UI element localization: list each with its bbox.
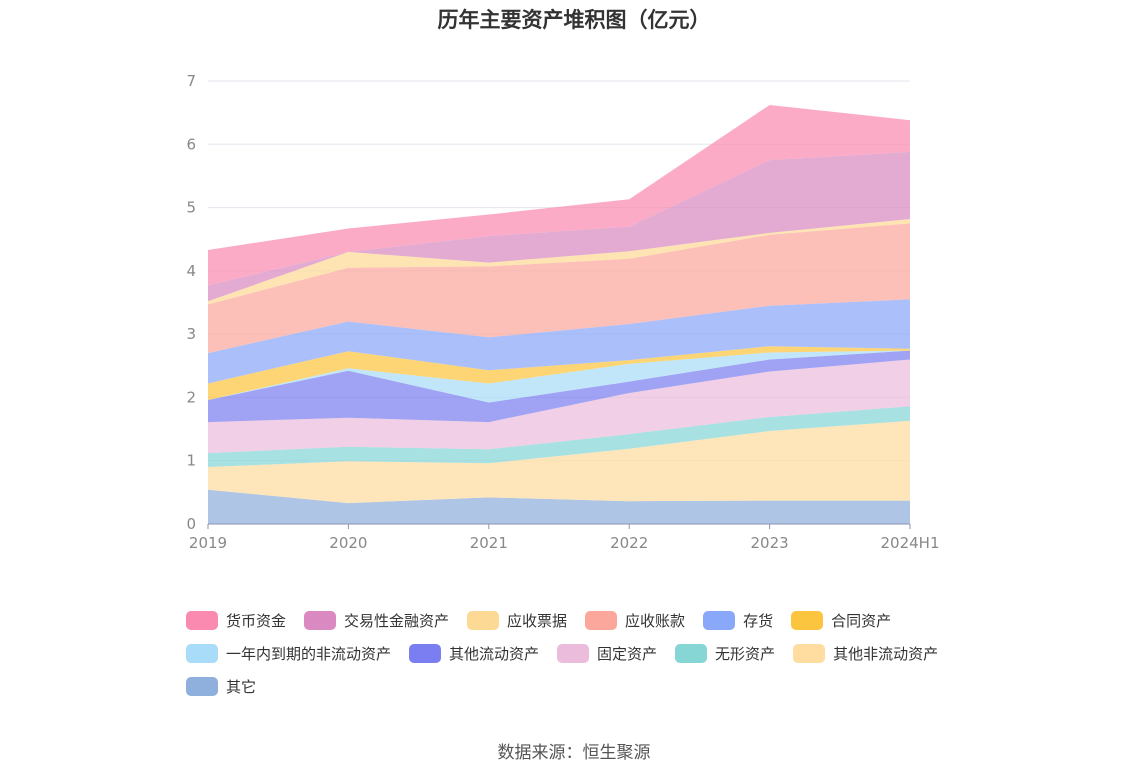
legend-swatch-8 <box>557 644 590 663</box>
legend-swatch-4 <box>703 611 736 630</box>
legend-label-6: 一年内到期的非流动资产 <box>226 645 392 663</box>
legend-label-3: 应收账款 <box>625 612 686 630</box>
x-tick-label-3: 2022 <box>610 534 648 552</box>
legend-swatch-0 <box>186 611 218 630</box>
legend-item-9[interactable]: 无形资产 <box>675 643 775 664</box>
legend-label-5: 合同资产 <box>831 612 892 630</box>
legend-swatch-5 <box>791 611 824 630</box>
x-tick-label-0: 2019 <box>189 534 227 552</box>
legend-label-4: 存货 <box>743 612 774 630</box>
legend-label-8: 固定资产 <box>597 645 658 663</box>
area-series-11 <box>208 105 910 286</box>
legend-swatch-1 <box>304 611 337 630</box>
area-series-9 <box>208 219 910 305</box>
legend-swatch-2 <box>467 611 500 630</box>
area-series-0 <box>208 489 910 524</box>
x-tick-label-1: 2020 <box>329 534 367 552</box>
y-tick-label-6: 6 <box>186 135 196 153</box>
area-series-7 <box>208 299 910 384</box>
legend-swatch-6 <box>186 644 218 663</box>
legend-item-3[interactable]: 应收账款 <box>585 610 685 631</box>
area-series-3 <box>208 359 910 454</box>
legend-item-10[interactable]: 其他非流动资产 <box>793 643 938 664</box>
chart-legend: 货币资金 交易性金融资产 应收票据 应收账款 存货 合同资产一年内到期的非流动资产 其他流动… <box>186 604 986 703</box>
y-tick-label-7: 7 <box>186 72 196 90</box>
stacked-area-chart: 0 1 2 3 4 5 6 7 2019 2020 2021 2022 2023 2024H1 <box>186 72 940 552</box>
y-tick-label-3: 3 <box>186 325 196 343</box>
legend-swatch-11 <box>186 677 218 696</box>
x-tick-label-4: 2023 <box>751 534 789 552</box>
y-tick-label-5: 5 <box>186 199 196 217</box>
legend-row-1: 一年内到期的非流动资产 其他流动资产 固定资产 无形资产 其他非流动资产 <box>186 637 986 670</box>
y-tick-label-0: 0 <box>186 515 196 533</box>
y-tick-label-1: 1 <box>186 452 196 470</box>
legend-item-6[interactable]: 一年内到期的非流动资产 <box>186 643 391 664</box>
data-source-note: 数据来源：恒生聚源 <box>497 743 651 763</box>
area-series-5 <box>208 350 910 403</box>
area-series-6 <box>208 346 910 400</box>
legend-row-0: 货币资金 交易性金融资产 应收票据 应收账款 存货 合同资产 <box>186 604 986 637</box>
area-series-2 <box>208 406 910 467</box>
legend-item-7[interactable]: 其他流动资产 <box>409 643 539 664</box>
area-series-4 <box>208 350 910 423</box>
legend-item-11[interactable]: 其它 <box>186 676 256 697</box>
legend-item-5[interactable]: 合同资产 <box>791 610 891 631</box>
legend-swatch-7 <box>409 644 442 663</box>
area-series-1 <box>208 420 910 504</box>
legend-item-0[interactable]: 货币资金 <box>186 610 286 631</box>
legend-item-2[interactable]: 应收票据 <box>467 610 567 631</box>
legend-swatch-10 <box>793 644 826 663</box>
legend-row-2: 其它 <box>186 670 986 703</box>
x-tick-label-5: 2024H1 <box>881 534 940 552</box>
legend-label-1: 交易性金融资产 <box>344 612 450 630</box>
chart-title: 历年主要资产堆积图（亿元） <box>437 8 711 32</box>
legend-swatch-9 <box>675 644 708 663</box>
y-tick-label-4: 4 <box>186 262 196 280</box>
legend-label-0: 货币资金 <box>226 612 287 630</box>
legend-item-4[interactable]: 存货 <box>703 610 773 631</box>
legend-label-2: 应收票据 <box>507 612 568 630</box>
legend-swatch-3 <box>585 611 618 630</box>
legend-label-7: 其他流动资产 <box>449 645 540 663</box>
x-tick-label-2: 2021 <box>470 534 508 552</box>
area-series-8 <box>208 223 910 354</box>
legend-item-1[interactable]: 交易性金融资产 <box>304 610 449 631</box>
legend-label-9: 无形资产 <box>715 645 776 663</box>
legend-item-8[interactable]: 固定资产 <box>557 643 657 664</box>
area-series-10 <box>208 151 910 302</box>
y-tick-label-2: 2 <box>186 388 196 406</box>
legend-label-10: 其他非流动资产 <box>833 645 939 663</box>
legend-label-11: 其它 <box>226 678 257 696</box>
